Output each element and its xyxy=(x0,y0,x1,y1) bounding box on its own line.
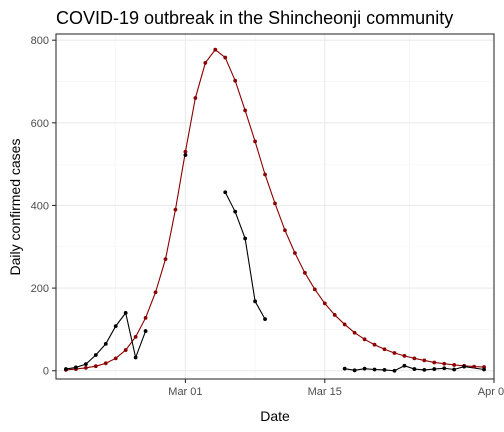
observed-data-point xyxy=(432,367,437,371)
observed-data-point xyxy=(233,209,238,214)
fitted-data-point xyxy=(193,96,198,100)
fitted-data-point xyxy=(273,201,277,206)
x-tick-label: Apr 01 xyxy=(478,386,504,398)
fitted-data-point xyxy=(93,364,98,369)
observed-data-point xyxy=(362,366,367,371)
fitted-data-point xyxy=(372,342,377,347)
fitted-data-point xyxy=(243,108,248,113)
fitted-data-point xyxy=(123,348,128,352)
fitted-data-point xyxy=(153,290,158,295)
fitted-data-point xyxy=(342,322,347,327)
observed-data-point xyxy=(412,367,417,371)
observed-data-point xyxy=(143,329,148,333)
observed-data-point xyxy=(183,153,188,157)
fitted-data-point xyxy=(293,251,297,255)
fitted-data-point xyxy=(402,353,407,358)
fitted-data-point xyxy=(223,55,228,60)
y-tick-label: 800 xyxy=(31,35,49,47)
observed-data-point xyxy=(442,366,447,371)
plot-panel-border xyxy=(55,33,495,380)
series-layer xyxy=(64,47,486,373)
fitted-data-point xyxy=(382,347,387,352)
x-axis-label: Date xyxy=(260,408,290,424)
fitted-data-point xyxy=(263,172,267,177)
observed-data-point xyxy=(372,367,377,372)
fitted-data-point xyxy=(452,363,457,367)
observed-data-point xyxy=(103,341,108,346)
fitted-data-point xyxy=(312,287,317,292)
observed-data-point xyxy=(263,317,267,321)
observed-data-point xyxy=(93,353,98,357)
fitted-data-point xyxy=(213,47,218,52)
observed-data-point xyxy=(133,355,138,360)
fitted-data-point xyxy=(253,139,257,144)
fitted-data-point xyxy=(352,330,357,335)
axis-layer: 0 200 400 600 800 Mar 01 Mar 15 Apr 01 xyxy=(31,35,504,398)
fitted-data-point xyxy=(472,364,476,369)
observed-data-point xyxy=(123,310,128,315)
fitted-data-point xyxy=(412,356,417,361)
observed-data-point xyxy=(64,367,68,371)
grid-layer xyxy=(56,34,495,379)
observed-data-point xyxy=(83,362,88,367)
fitted-data-point xyxy=(362,337,367,342)
observed-data-point xyxy=(422,368,427,372)
fitted-data-point xyxy=(83,365,88,370)
observed-series-line xyxy=(65,311,147,370)
fitted-data-point xyxy=(163,257,168,262)
fitted-data-point xyxy=(143,315,148,320)
x-tick-label: Mar 01 xyxy=(168,386,202,398)
observed-series-line xyxy=(224,191,266,320)
observed-data-point xyxy=(392,368,397,373)
observed-data-point xyxy=(74,365,78,370)
x-tick-label: Mar 15 xyxy=(308,386,342,398)
y-tick-label: 600 xyxy=(31,118,49,130)
fitted-data-point xyxy=(442,361,447,366)
fitted-data-point xyxy=(103,361,108,366)
fitted-data-point xyxy=(133,334,138,339)
observed-data-point xyxy=(452,367,457,372)
observed-data-point xyxy=(402,363,407,368)
fitted-data-point xyxy=(332,313,337,317)
observed-data-point xyxy=(223,190,228,195)
fitted-data-point xyxy=(422,358,427,363)
fitted-series-line xyxy=(65,48,485,371)
fitted-data-point xyxy=(183,149,188,154)
fitted-data-point xyxy=(322,301,327,306)
observed-data-point xyxy=(113,324,118,329)
observed-data-point xyxy=(382,368,387,372)
y-tick-label: 400 xyxy=(31,200,49,212)
observed-data-point xyxy=(482,367,486,372)
y-axis-label: Daily confirmed cases xyxy=(7,139,23,276)
observed-data-point xyxy=(253,299,257,304)
fitted-data-point xyxy=(233,78,238,83)
fitted-data-point xyxy=(203,61,208,65)
fitted-data-point xyxy=(283,228,287,233)
fitted-data-point xyxy=(173,207,178,212)
observed-data-point xyxy=(352,368,357,373)
observed-data-point xyxy=(342,366,347,371)
y-tick-label: 200 xyxy=(31,283,49,295)
fitted-data-point xyxy=(113,356,118,361)
fitted-data-point xyxy=(392,351,397,355)
observed-data-point xyxy=(243,236,248,241)
chart-title: COVID-19 outbreak in the Shincheonji com… xyxy=(56,8,453,28)
y-tick-label: 0 xyxy=(43,366,49,378)
fitted-data-point xyxy=(302,270,307,275)
fitted-data-point xyxy=(432,360,437,365)
observed-data-point xyxy=(462,364,467,369)
